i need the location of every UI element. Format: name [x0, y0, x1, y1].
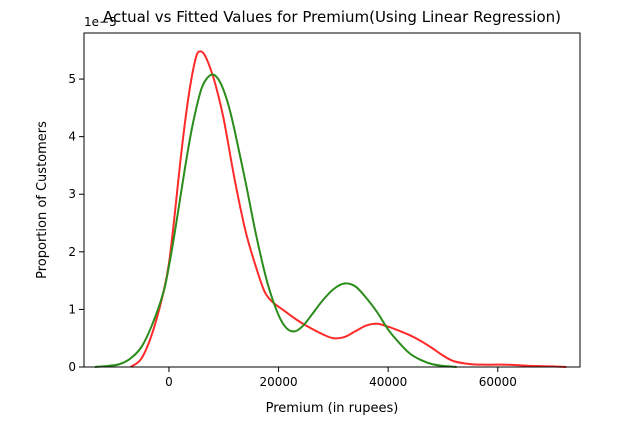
- x-axis-ticks: 0 20000 40000 60000: [165, 367, 517, 389]
- y-axis-ticks: 0 1 2 3 4 5: [68, 72, 84, 374]
- x-tick-label: 0: [165, 375, 173, 389]
- x-tick-label: 60000: [479, 375, 517, 389]
- y-tick-label: 1: [68, 302, 76, 316]
- x-tick-label: 40000: [369, 375, 407, 389]
- y-tick-label: 5: [68, 72, 76, 86]
- y-axis-label: Proportion of Customers: [35, 121, 50, 279]
- x-tick-label: 20000: [259, 375, 297, 389]
- plot-frame: [83, 32, 581, 368]
- y-scale-label: 1e−5: [84, 15, 117, 29]
- y-tick-label: 0: [68, 360, 76, 374]
- x-axis-label: Premium (in rupees): [266, 401, 399, 416]
- y-tick-label: 2: [68, 245, 76, 259]
- y-tick-label: 3: [68, 187, 76, 201]
- chart-title: Actual vs Fitted Values for Premium(Usin…: [103, 8, 561, 26]
- series-line-2: [94, 73, 457, 368]
- series-layer: [94, 50, 567, 368]
- y-tick-label: 4: [68, 130, 76, 144]
- series-line-1: [129, 50, 567, 368]
